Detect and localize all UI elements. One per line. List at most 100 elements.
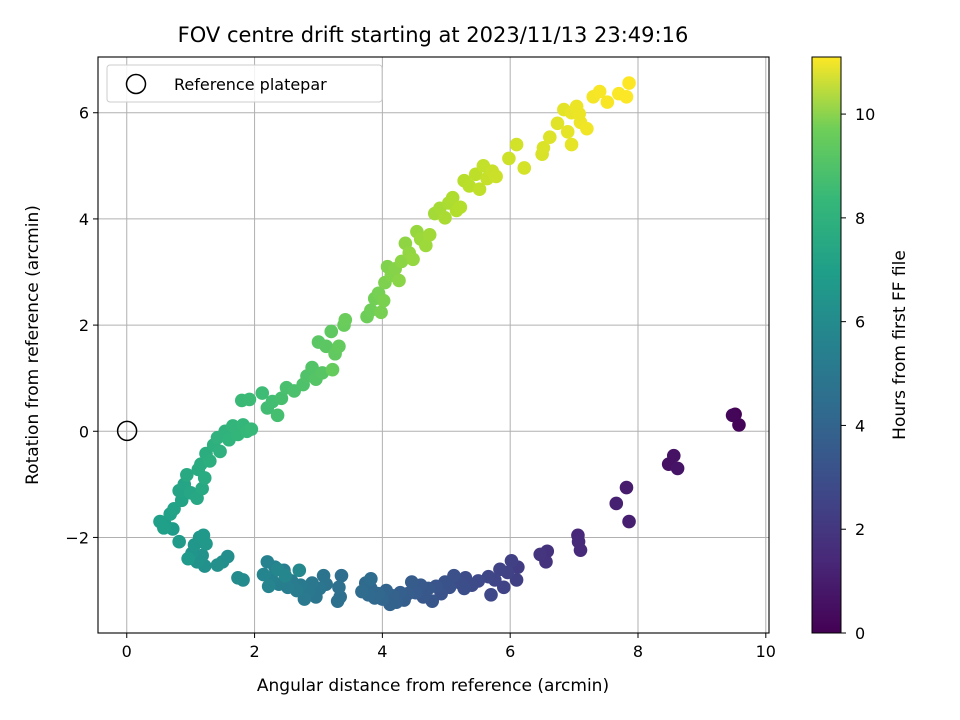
data-point — [619, 90, 634, 104]
y-tick-label: −2 — [65, 528, 89, 547]
data-point — [196, 528, 211, 543]
data-point — [560, 125, 575, 139]
x-tick-label: 0 — [122, 642, 132, 661]
y-axis-ticks: −2 0 2 4 6 — [65, 104, 98, 547]
x-tick-label: 2 — [249, 642, 259, 661]
x-axis-ticks: 0 2 4 6 8 10 — [122, 633, 776, 661]
data-point — [172, 534, 186, 549]
data-point — [364, 303, 378, 318]
data-point — [592, 84, 607, 99]
data-point — [292, 563, 307, 578]
data-point — [509, 137, 524, 152]
data-point — [572, 107, 587, 121]
y-tick-label: 0 — [79, 422, 89, 441]
data-point — [325, 362, 340, 377]
data-point — [242, 392, 257, 407]
colorbar-tick-label: 8 — [855, 209, 865, 228]
data-point — [231, 570, 245, 585]
data-point — [210, 558, 225, 572]
y-tick-label: 2 — [79, 316, 89, 335]
colorbar-tick-label: 6 — [855, 313, 865, 332]
data-point — [472, 182, 487, 196]
data-point — [330, 594, 345, 608]
data-point — [324, 324, 339, 339]
data-point — [484, 587, 498, 602]
x-tick-label: 10 — [756, 642, 776, 661]
data-point — [195, 481, 209, 496]
data-point — [315, 366, 330, 380]
colorbar-tick-label: 4 — [855, 416, 865, 435]
data-point — [622, 514, 636, 529]
data-point — [419, 238, 433, 253]
data-point — [332, 339, 346, 354]
colorbar-label: Hours from first FF file — [890, 250, 910, 440]
x-tick-label: 6 — [505, 642, 515, 661]
data-point — [256, 567, 271, 582]
data-point — [244, 422, 259, 436]
data-point — [422, 228, 437, 242]
data-point — [197, 471, 212, 485]
data-point — [453, 200, 468, 215]
data-point — [157, 521, 171, 535]
data-point — [338, 312, 353, 327]
data-point — [203, 454, 217, 468]
data-point — [670, 461, 685, 476]
data-points — [153, 76, 746, 612]
data-point — [319, 339, 333, 354]
data-point — [504, 554, 519, 568]
data-point — [609, 496, 624, 511]
data-point — [502, 151, 516, 166]
data-point — [619, 480, 634, 495]
data-point — [364, 572, 378, 586]
data-point — [261, 579, 276, 594]
x-axis-label: Angular distance from reference (arcmin) — [257, 676, 609, 696]
reference-platepar-marker — [116, 420, 138, 442]
data-point — [406, 252, 420, 267]
data-point — [481, 569, 496, 584]
data-point — [255, 386, 270, 400]
data-point — [580, 121, 594, 136]
data-point — [316, 568, 331, 583]
legend-marker — [125, 73, 147, 95]
legend-label: Reference platepar — [174, 75, 327, 94]
data-point — [536, 140, 551, 155]
data-point — [332, 580, 346, 595]
data-point — [489, 169, 503, 184]
data-point — [725, 408, 740, 423]
data-point — [260, 555, 275, 569]
colorbar-ticks: 0 2 4 6 8 10 — [841, 105, 875, 643]
data-point — [732, 418, 746, 432]
data-point — [600, 95, 615, 109]
y-tick-label: 4 — [79, 210, 89, 229]
data-point — [457, 581, 471, 596]
data-point — [496, 580, 511, 595]
data-point — [278, 568, 293, 583]
legend: Reference platepar — [106, 64, 383, 103]
data-point — [666, 448, 681, 463]
data-point — [571, 534, 586, 549]
data-point — [564, 137, 579, 152]
colorbar: 0 2 4 6 8 10 Hours from first FF file — [811, 56, 910, 643]
data-point — [305, 360, 319, 375]
data-point — [274, 391, 289, 406]
data-point — [622, 76, 636, 90]
colorbar-gradient — [811, 56, 842, 634]
data-point — [270, 408, 285, 423]
data-point — [392, 273, 406, 288]
data-point — [445, 190, 460, 205]
data-point — [355, 584, 369, 599]
legend-box — [106, 64, 383, 103]
colorbar-tick-label: 2 — [855, 520, 865, 539]
colorbar-tick-label: 10 — [855, 105, 875, 124]
x-tick-label: 8 — [633, 642, 643, 661]
data-point — [517, 161, 532, 175]
data-point — [334, 568, 349, 583]
data-point — [493, 562, 507, 577]
chart-title: FOV centre drift starting at 2023/11/13 … — [178, 23, 689, 47]
y-axis-label: Rotation from reference (arcmin) — [23, 205, 43, 485]
data-point — [404, 575, 419, 589]
x-tick-label: 4 — [377, 642, 387, 661]
data-point — [533, 547, 548, 562]
colorbar-tick-label: 0 — [855, 624, 865, 643]
data-point — [374, 305, 388, 320]
